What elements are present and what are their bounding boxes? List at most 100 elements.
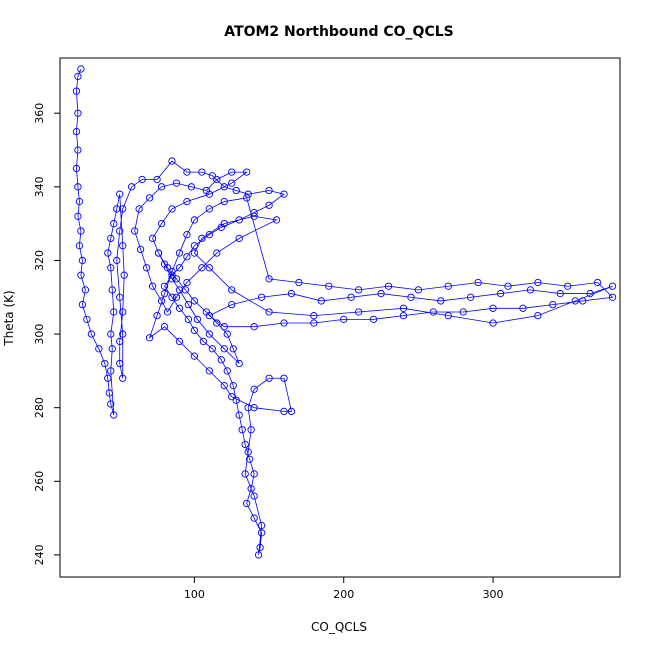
data-point <box>108 345 116 353</box>
data-point <box>205 190 213 198</box>
x-axis: 100 200 300 <box>184 577 504 601</box>
data-point <box>110 219 118 228</box>
data-point <box>168 293 176 301</box>
y-tick-label: 260 <box>33 471 46 492</box>
y-tick-label: 300 <box>33 324 46 345</box>
data-point <box>608 282 617 290</box>
data-point <box>205 264 213 272</box>
data-point <box>190 352 199 360</box>
data-point <box>247 485 255 493</box>
data-point <box>104 249 112 257</box>
data-point <box>220 197 228 206</box>
data-point <box>399 304 408 312</box>
data-point <box>168 205 176 213</box>
data-point <box>199 337 208 346</box>
data-point <box>496 289 505 298</box>
data-point <box>101 359 109 368</box>
data-point <box>280 319 288 327</box>
data-point <box>175 249 184 257</box>
data-point <box>287 289 296 298</box>
data-point <box>241 470 249 478</box>
data-point <box>223 367 231 375</box>
data-point <box>474 278 482 287</box>
data-point <box>257 521 266 530</box>
data-point <box>107 330 115 338</box>
data-point <box>571 297 579 305</box>
data-point <box>168 267 176 276</box>
data-point <box>579 297 587 305</box>
data-point <box>107 234 115 243</box>
data-point <box>265 308 273 316</box>
data-point <box>172 179 181 187</box>
x-tick-label: 200 <box>333 588 354 601</box>
data-point <box>217 356 225 364</box>
series-line <box>76 68 614 555</box>
data-point <box>220 219 228 228</box>
data-point <box>78 300 87 309</box>
data-point <box>250 514 258 522</box>
data-point <box>145 334 154 342</box>
data-point <box>163 308 172 316</box>
data-point <box>243 194 251 202</box>
data-point <box>116 190 124 198</box>
data-point <box>138 175 146 184</box>
data-point <box>77 271 85 279</box>
data-point <box>235 411 243 419</box>
data-point <box>243 499 251 508</box>
data-point <box>74 72 82 81</box>
data-point <box>175 304 184 312</box>
data-point <box>325 282 333 290</box>
data-point <box>489 304 497 312</box>
data-point <box>160 323 169 331</box>
data-point <box>489 319 497 327</box>
data-point <box>384 282 393 290</box>
data-point <box>168 271 176 279</box>
data-point <box>119 205 127 213</box>
data-point <box>190 216 199 224</box>
y-tick-label: 280 <box>33 397 46 418</box>
data-point <box>220 345 228 353</box>
data-point <box>183 168 191 176</box>
data-point <box>250 212 258 220</box>
data-point <box>534 278 542 287</box>
data-point <box>110 308 118 316</box>
data-point <box>72 87 81 95</box>
data-point <box>75 242 84 250</box>
data-point <box>107 367 115 375</box>
data-point <box>119 242 127 250</box>
data-point <box>213 319 221 327</box>
data-point <box>250 323 258 331</box>
data-point <box>229 381 237 390</box>
y-tick-label: 340 <box>33 176 46 197</box>
data-point <box>198 264 206 272</box>
data-point <box>377 289 385 298</box>
data-point <box>526 286 535 294</box>
data-point <box>74 183 82 191</box>
data-point <box>190 242 199 250</box>
data-point <box>287 407 296 416</box>
x-tick-label: 100 <box>184 588 205 601</box>
data-point <box>87 330 96 338</box>
data-point <box>235 234 243 243</box>
data-point <box>172 275 181 283</box>
data-point <box>116 293 124 301</box>
data-point <box>355 286 363 294</box>
data-point <box>220 323 228 331</box>
data-point <box>213 249 221 257</box>
chart-title: ATOM2 Northbound CO_QCLS <box>224 24 453 40</box>
data-point <box>208 172 216 180</box>
data-point <box>135 205 143 213</box>
series-points <box>72 65 617 559</box>
data-point <box>116 227 124 235</box>
data-point <box>153 175 161 184</box>
data-point <box>193 315 202 323</box>
data-point <box>608 293 617 301</box>
data-point <box>148 282 157 290</box>
data-point <box>74 212 82 220</box>
data-point <box>175 264 184 272</box>
data-point <box>142 264 151 272</box>
data-point <box>549 300 557 309</box>
data-point <box>107 264 115 272</box>
series-lines <box>76 68 614 555</box>
